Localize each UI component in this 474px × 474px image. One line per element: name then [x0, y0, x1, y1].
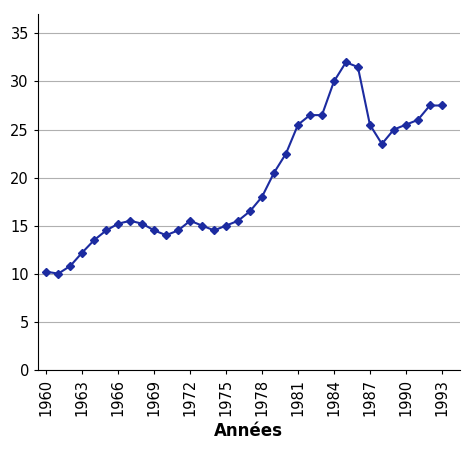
X-axis label: Années: Années	[214, 421, 283, 439]
